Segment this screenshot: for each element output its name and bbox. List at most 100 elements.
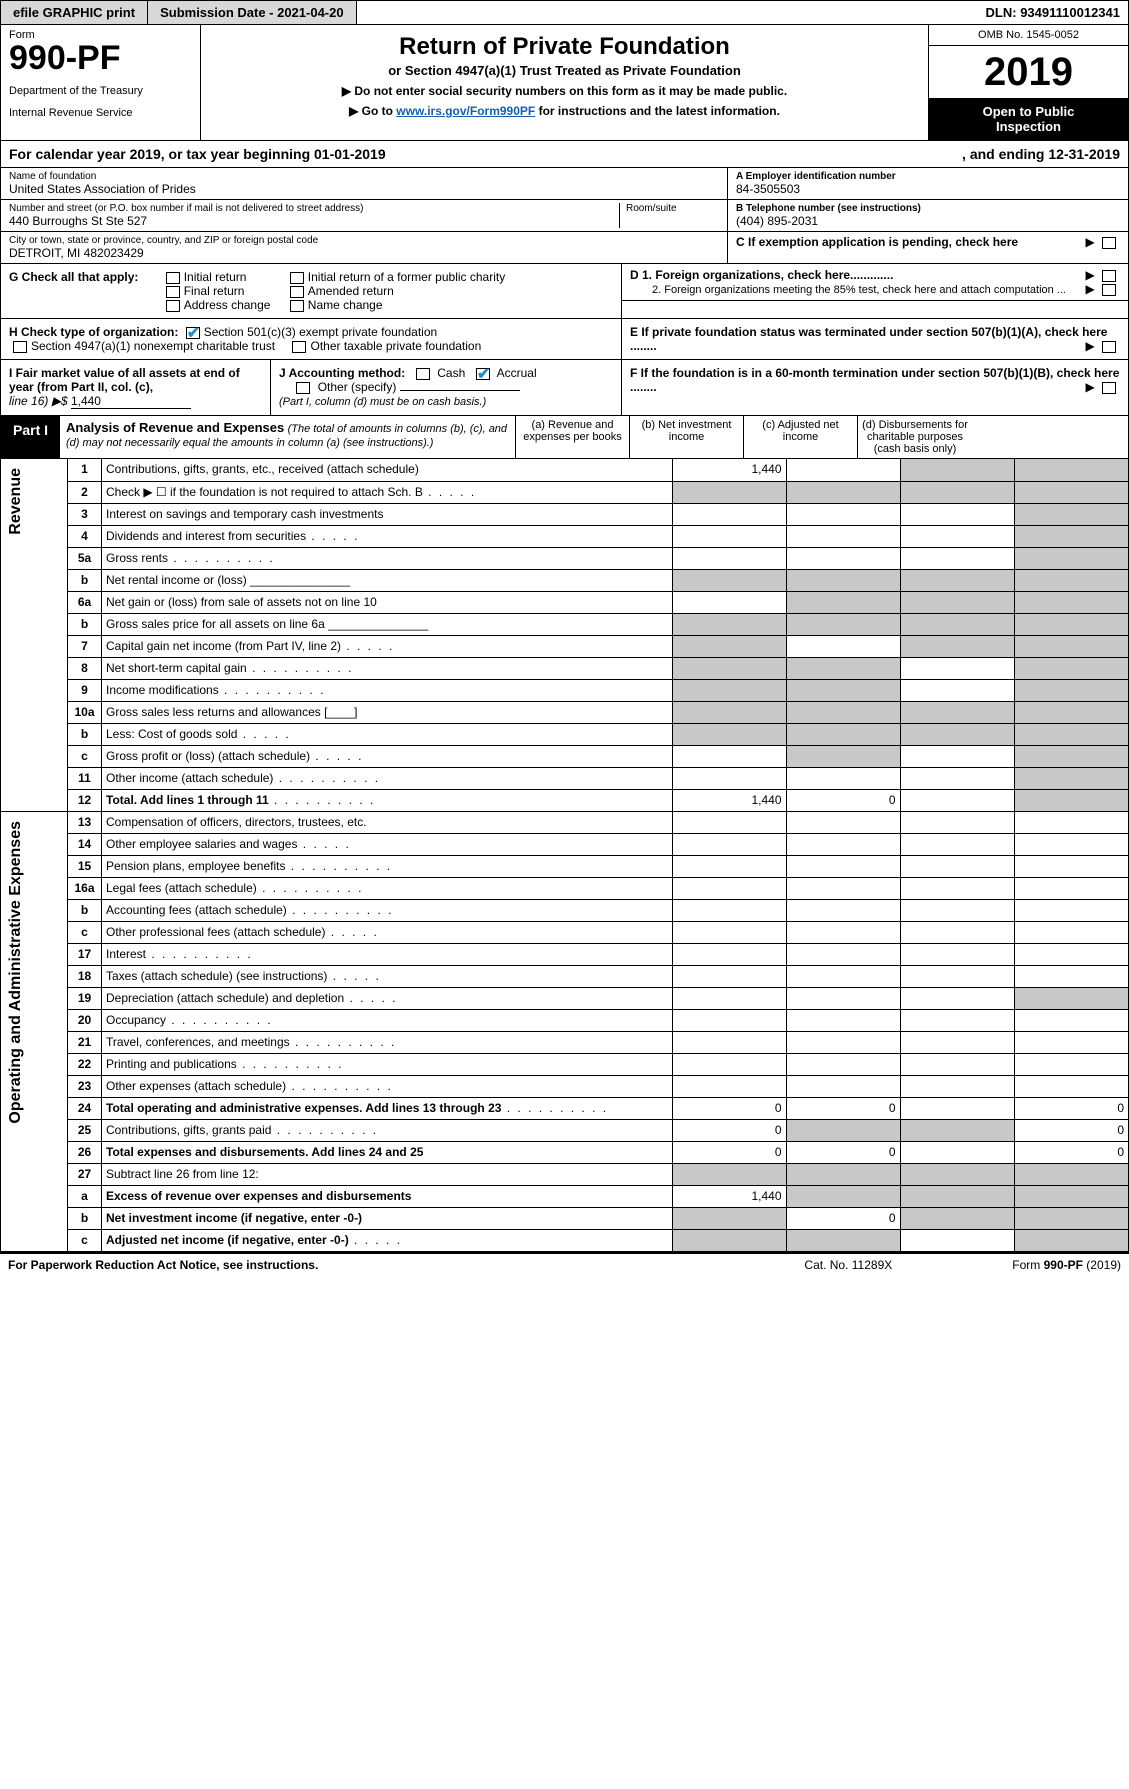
value-cell <box>786 657 900 679</box>
value-cell <box>786 899 900 921</box>
g-amended-checkbox[interactable] <box>290 286 304 298</box>
g-amended-label: Amended return <box>308 284 394 298</box>
tax-year: 2019 <box>929 46 1128 98</box>
value-cell <box>786 1163 900 1185</box>
g-name-label: Name change <box>308 298 383 312</box>
line-desc: Subtract line 26 from line 12: <box>102 1163 673 1185</box>
value-cell <box>672 899 786 921</box>
j-accrual-checkbox[interactable] <box>476 368 490 380</box>
g-initial-checkbox[interactable] <box>166 272 180 284</box>
line-number: 18 <box>68 965 102 987</box>
value-cell <box>786 767 900 789</box>
table-row: 25Contributions, gifts, grants paid00 <box>1 1119 1128 1141</box>
h-other-checkbox[interactable] <box>292 341 306 353</box>
value-cell <box>672 503 786 525</box>
j-other-checkbox[interactable] <box>296 382 310 394</box>
value-cell <box>900 635 1014 657</box>
part1-title: Analysis of Revenue and Expenses <box>66 420 284 435</box>
g-name-checkbox[interactable] <box>290 300 304 312</box>
g-final-checkbox[interactable] <box>166 286 180 298</box>
value-cell <box>1014 547 1128 569</box>
omb-number: OMB No. 1545-0052 <box>929 25 1128 46</box>
value-cell <box>900 855 1014 877</box>
line-number: 15 <box>68 855 102 877</box>
table-row: 19Depreciation (attach schedule) and dep… <box>1 987 1128 1009</box>
line-desc: Legal fees (attach schedule) <box>102 877 673 899</box>
value-cell <box>1014 855 1128 877</box>
footer: For Paperwork Reduction Act Notice, see … <box>0 1253 1129 1276</box>
h-501c3-checkbox[interactable] <box>186 327 200 339</box>
value-cell <box>672 943 786 965</box>
table-row: cOther professional fees (attach schedul… <box>1 921 1128 943</box>
i-section: I Fair market value of all assets at end… <box>1 360 271 415</box>
value-cell <box>786 1009 900 1031</box>
part1-label: Part I <box>1 416 60 458</box>
value-cell <box>786 1031 900 1053</box>
g-former-checkbox[interactable] <box>290 272 304 284</box>
value-cell <box>786 1053 900 1075</box>
efile-print-button[interactable]: efile GRAPHIC print <box>1 1 148 24</box>
city-value: DETROIT, MI 482023429 <box>9 246 719 260</box>
d1-checkbox[interactable] <box>1102 270 1116 282</box>
c-checkbox[interactable] <box>1102 237 1116 249</box>
footer-left: For Paperwork Reduction Act Notice, see … <box>8 1258 804 1272</box>
value-cell: 0 <box>786 1097 900 1119</box>
expenses-section-label: Operating and Administrative Expenses <box>5 815 27 1130</box>
line-number: 22 <box>68 1053 102 1075</box>
line-desc: Dividends and interest from securities <box>102 525 673 547</box>
g-final-label: Final return <box>184 284 245 298</box>
submission-date-button[interactable]: Submission Date - 2021-04-20 <box>148 1 357 24</box>
d1-label: D 1. Foreign organizations, check here..… <box>630 268 893 282</box>
g-former-label: Initial return of a former public charit… <box>308 270 505 284</box>
table-row: 27Subtract line 26 from line 12: <box>1 1163 1128 1185</box>
value-cell <box>786 877 900 899</box>
value-cell <box>1014 503 1128 525</box>
value-cell <box>672 591 786 613</box>
value-cell <box>786 591 900 613</box>
value-cell <box>672 657 786 679</box>
col-a-header: (a) Revenue and expenses per books <box>516 416 630 458</box>
line-desc: Travel, conferences, and meetings <box>102 1031 673 1053</box>
irs-link[interactable]: www.irs.gov/Form990PF <box>396 104 535 118</box>
e-checkbox[interactable] <box>1102 341 1116 353</box>
value-cell: 1,440 <box>672 789 786 811</box>
f-checkbox[interactable] <box>1102 382 1116 394</box>
value-cell: 0 <box>786 1207 900 1229</box>
value-cell <box>900 569 1014 591</box>
value-cell <box>900 965 1014 987</box>
value-cell <box>672 1207 786 1229</box>
value-cell <box>900 547 1014 569</box>
value-cell <box>1014 1207 1128 1229</box>
value-cell <box>672 525 786 547</box>
value-cell <box>1014 613 1128 635</box>
room-label: Room/suite <box>626 203 719 214</box>
value-cell <box>900 877 1014 899</box>
line-number: 24 <box>68 1097 102 1119</box>
table-row: cGross profit or (loss) (attach schedule… <box>1 745 1128 767</box>
revenue-section-label: Revenue <box>5 462 27 541</box>
value-cell <box>900 481 1014 503</box>
value-cell <box>1014 591 1128 613</box>
form-header: Form 990-PF Department of the Treasury I… <box>1 25 1128 141</box>
value-cell <box>672 723 786 745</box>
phone-value: (404) 895-2031 <box>736 214 1120 228</box>
value-cell <box>900 1053 1014 1075</box>
value-cell <box>672 1053 786 1075</box>
j-other-field[interactable] <box>400 390 520 391</box>
line-number: 27 <box>68 1163 102 1185</box>
inst2-post: for instructions and the latest informat… <box>535 104 780 118</box>
line-desc: Income modifications <box>102 679 673 701</box>
d2-checkbox[interactable] <box>1102 284 1116 296</box>
line-desc: Printing and publications <box>102 1053 673 1075</box>
j-cash-checkbox[interactable] <box>416 368 430 380</box>
line-number: b <box>68 569 102 591</box>
value-cell <box>786 921 900 943</box>
line-number: 20 <box>68 1009 102 1031</box>
value-cell <box>672 679 786 701</box>
line-desc: Gross sales price for all assets on line… <box>102 613 673 635</box>
g-address-checkbox[interactable] <box>166 300 180 312</box>
dept-irs: Internal Revenue Service <box>9 107 192 119</box>
value-cell <box>672 855 786 877</box>
value-cell <box>786 723 900 745</box>
h-4947-checkbox[interactable] <box>13 341 27 353</box>
